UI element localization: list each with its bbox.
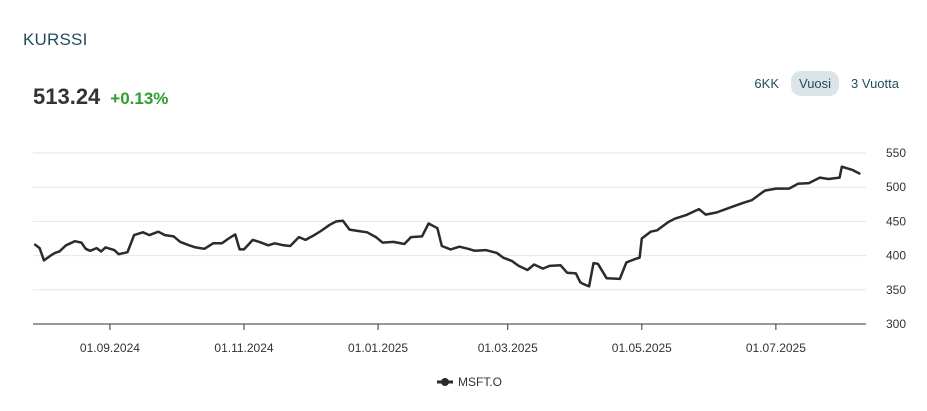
x-tick-label: 01.07.2025 xyxy=(746,341,806,355)
x-tick-label: 01.05.2025 xyxy=(612,341,672,355)
x-tick-label: 01.11.2024 xyxy=(214,341,273,355)
x-tick-label: 01.09.2024 xyxy=(80,341,140,355)
range-tab-6kk[interactable]: 6KK xyxy=(746,71,787,96)
y-axis-labels: 300 350 400 450 500 550 xyxy=(886,146,906,331)
x-tick-label: 01.03.2025 xyxy=(478,341,538,355)
series-line-msft xyxy=(33,165,861,288)
section-title: KURSSI xyxy=(23,30,88,49)
price-change: +0.13% xyxy=(110,89,169,108)
price-summary: 513.24 +0.13% xyxy=(33,84,168,110)
x-tick-label: 01.01.2025 xyxy=(348,341,408,355)
legend-label: MSFT.O xyxy=(458,375,502,389)
range-selector: 6KK Vuosi 3 Vuotta xyxy=(746,71,907,96)
x-axis-ticks: 01.09.2024 01.11.2024 01.01.2025 01.03.2025… xyxy=(80,324,806,355)
current-price: 513.24 xyxy=(33,84,101,109)
range-tab-vuosi[interactable]: Vuosi xyxy=(791,71,840,96)
grid-lines xyxy=(33,152,866,291)
legend[interactable]: MSFT.O xyxy=(437,375,502,389)
range-tab-3-vuotta[interactable]: 3 Vuotta xyxy=(843,71,907,96)
y-tick-label: 550 xyxy=(886,146,906,160)
y-tick-label: 500 xyxy=(886,180,906,194)
y-tick-label: 450 xyxy=(886,214,906,228)
y-tick-label: 400 xyxy=(886,249,906,263)
y-tick-label: 350 xyxy=(886,283,906,297)
legend-marker-icon xyxy=(441,378,449,386)
y-tick-label: 300 xyxy=(886,317,906,331)
